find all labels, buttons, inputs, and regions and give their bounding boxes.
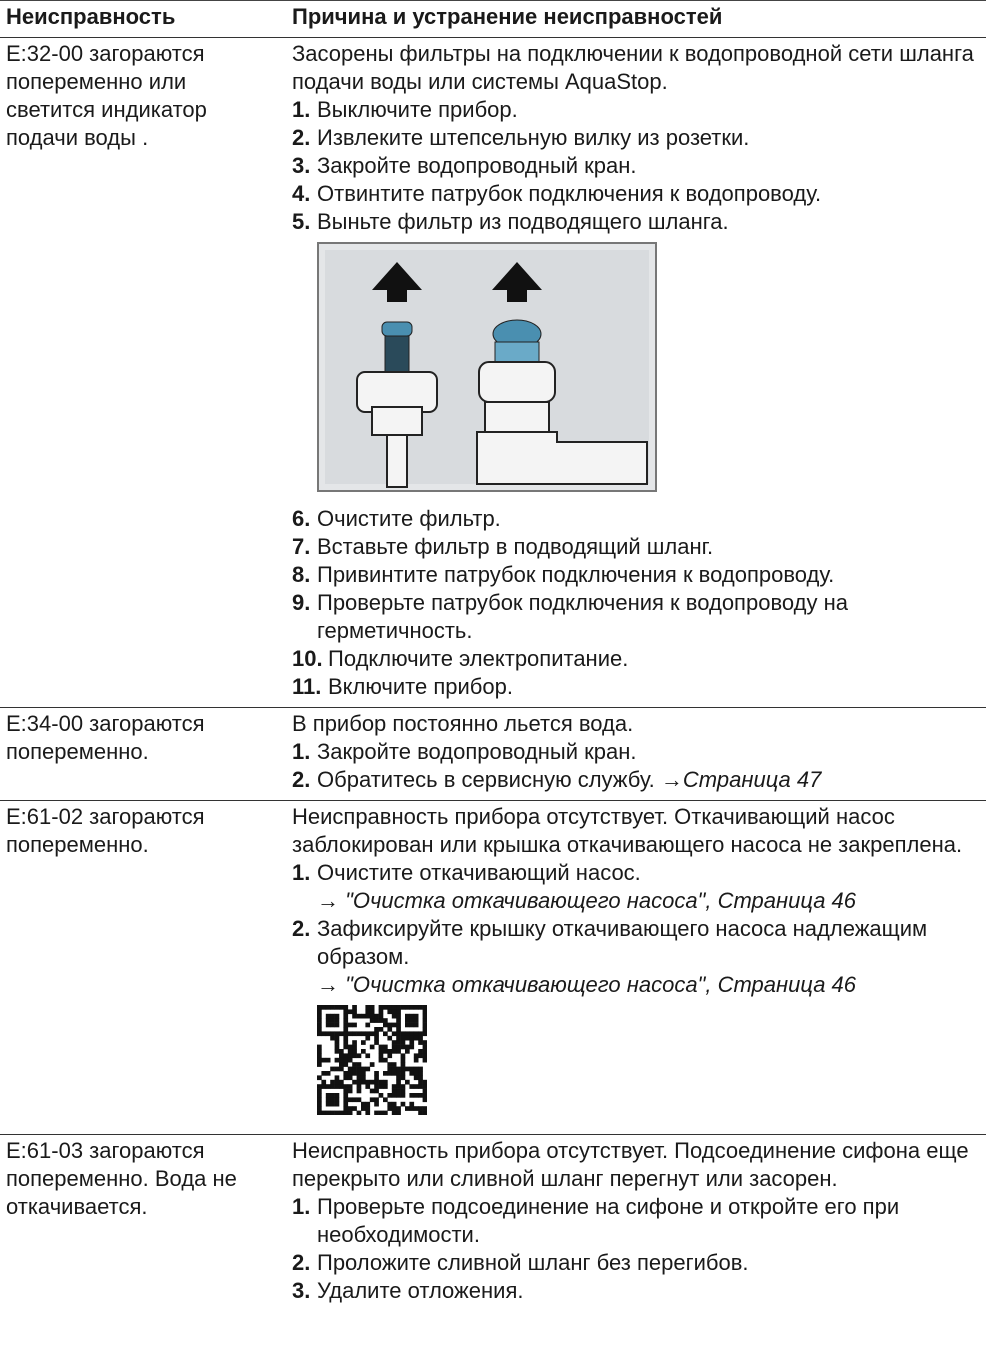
step-text: Привинтите патрубок подключения к водопр… — [317, 562, 835, 587]
step: 3. Удалите отложения. — [292, 1277, 974, 1305]
step-text: Обратитесь в сервисную службу. — [317, 767, 655, 792]
cause-intro: В прибор постоянно льется вода. — [292, 711, 634, 736]
step-text: Выньте фильтр из подводящего шланга. — [317, 209, 729, 234]
step-text: Проложите сливной шланг без перегибов. — [317, 1250, 749, 1275]
step-number: 1. — [292, 1194, 311, 1219]
step-number: 1. — [292, 97, 311, 122]
step-text: Проверьте патрубок подключения к водопро… — [317, 590, 848, 643]
cause-intro: Неисправность прибора отсутствует. Подсо… — [292, 1138, 969, 1191]
step-text: Закройте водопроводный кран. — [317, 739, 637, 764]
step-text: Очистите откачивающий насос. — [317, 859, 641, 887]
page-link: →Страница 47 — [660, 767, 822, 792]
cause-cell: Неисправность прибора отсутствует. Подсо… — [284, 1135, 974, 1311]
step: 11. Включите прибор. — [292, 673, 974, 701]
header-cell: Причина и устранение неисправностей — [292, 4, 723, 29]
step-text: Извлеките штепсельную вилку из розетки. — [317, 124, 749, 152]
step-text: Зафиксируйте крышку откачивающего насоса… — [317, 916, 928, 969]
step-number: 1. — [292, 739, 311, 764]
step-text: Закройте водопроводный кран. — [317, 153, 637, 178]
step-text: Закройте водопроводный кран. — [317, 152, 636, 180]
step: 1. Очистите откачивающий насос. — [292, 859, 974, 887]
step-text: Проверьте подсоединение на сифоне и откр… — [317, 1194, 900, 1247]
step-text: Проверьте патрубок подключения к водопро… — [317, 589, 974, 645]
step-text: Проверьте подсоединение на сифоне и откр… — [317, 1193, 974, 1249]
step: 3. Закройте водопроводный кран. — [292, 152, 974, 180]
table-header: Неисправность Причина и устранение неисп… — [0, 0, 986, 37]
cause-cell: Засорены фильтры на подключении к водопр… — [284, 38, 974, 707]
step: 4. Отвинтите патрубок подключения к водоп… — [292, 180, 974, 208]
cause-intro: Засорены фильтры на подключении к водопр… — [292, 41, 974, 94]
step-number: 11. — [292, 674, 322, 699]
step-number: 2. — [292, 916, 311, 941]
step-text: Удалите отложения. — [317, 1278, 524, 1303]
step-text: Отвинтите патрубок подключения к водопро… — [317, 180, 821, 208]
step: 1. Проверьте подсоединение на сифоне и от… — [292, 1193, 974, 1249]
step-text: Обратитесь в сервисную службу. →Страница… — [317, 766, 821, 794]
fault-cell: E:61-03 загораются попеременно. Вода не … — [6, 1138, 237, 1219]
step-number: 3. — [292, 153, 311, 178]
step-number: 7. — [292, 534, 311, 559]
step: 2. Извлеките штепсельную вилку из розетки… — [292, 124, 974, 152]
step: 2. Проложите сливной шланг без перегибов. — [292, 1249, 974, 1277]
table-row: E:61-03 загораются попеременно. Вода не … — [0, 1134, 986, 1311]
fault-cell: E:34-00 загораются попеременно. — [6, 711, 205, 764]
step-text: Проложите сливной шланг без перегибов. — [317, 1249, 749, 1277]
step: 1. Выключите прибор. — [292, 96, 974, 124]
step-text: Подключите электропитание. — [328, 646, 629, 671]
step-number: 2. — [292, 767, 311, 792]
step: 10. Подключите электропитание. — [292, 645, 974, 673]
qr-code-image — [317, 1005, 428, 1116]
page-link: → "Очистка откачивающего насоса", Страни… — [317, 972, 857, 997]
step-number: 5. — [292, 209, 311, 234]
step-text: Зафиксируйте крышку откачивающего насоса… — [317, 915, 974, 971]
step-text: Отвинтите патрубок подключения к водопро… — [317, 181, 822, 206]
header-cell: Неисправность — [6, 4, 176, 29]
cause-cell: Неисправность прибора отсутствует. Откач… — [284, 801, 974, 1134]
step-text: Вставьте фильтр в подводящий шланг. — [317, 534, 714, 559]
step-number: 1. — [292, 860, 311, 885]
table-row: E:34-00 загораются попеременно. В прибор … — [0, 707, 986, 800]
step: 7. Вставьте фильтр в подводящий шланг. — [292, 533, 974, 561]
fault-cell: E:32-00 загораются попеременно или свети… — [6, 41, 207, 150]
step-text: Удалите отложения. — [317, 1277, 523, 1305]
cause-cell: В прибор постоянно льется вода. 1. Закройт… — [284, 708, 974, 800]
step: 6. Очистите фильтр. — [292, 505, 974, 533]
step: 5. Выньте фильтр из подводящего шланга. — [292, 208, 974, 236]
step-number: 3. — [292, 1278, 311, 1303]
step: 8. Привинтите патрубок подключения к водо… — [292, 561, 974, 589]
step-text: Включите прибор. — [328, 673, 513, 701]
step: 1. Закройте водопроводный кран. — [292, 738, 974, 766]
table-row: E:32-00 загораются попеременно или свети… — [0, 37, 986, 707]
step-text: Привинтите патрубок подключения к водопр… — [317, 561, 834, 589]
step-text: Очистите откачивающий насос. — [317, 860, 641, 885]
step-number: 10. — [292, 646, 323, 671]
step: 2. Обратитесь в сервисную службу. →Страни… — [292, 766, 974, 794]
step-text: Очистите фильтр. — [317, 506, 501, 531]
fault-cell: E:61-02 загораются попеременно. — [6, 804, 205, 857]
step: 2. Зафиксируйте крышку откачивающего насо… — [292, 915, 974, 971]
step-number: 2. — [292, 1250, 311, 1275]
table-row: E:61-02 загораются попеременно. Неисправн… — [0, 800, 986, 1134]
step-text: Включите прибор. — [328, 674, 513, 699]
step-text: Подключите электропитание. — [328, 645, 628, 673]
filter-illustration — [317, 242, 657, 492]
page-link: → "Очистка откачивающего насоса", Страни… — [317, 888, 857, 913]
step-number: 6. — [292, 506, 311, 531]
step: 9. Проверьте патрубок подключения к водоп… — [292, 589, 974, 645]
step-number: 9. — [292, 590, 311, 615]
step-text: Закройте водопроводный кран. — [317, 738, 636, 766]
step-text: Вставьте фильтр в подводящий шланг. — [317, 533, 713, 561]
step-text: Выключите прибор. — [317, 97, 518, 122]
figure — [317, 242, 974, 499]
cause-intro: Неисправность прибора отсутствует. Откач… — [292, 804, 963, 857]
qr-code — [317, 1005, 974, 1122]
step-number: 2. — [292, 125, 311, 150]
step-text: Выключите прибор. — [317, 96, 518, 124]
step-text: Извлеките штепсельную вилку из розетки. — [317, 125, 750, 150]
step-number: 8. — [292, 562, 311, 587]
step-number: 4. — [292, 181, 311, 206]
step-text: Выньте фильтр из подводящего шланга. — [317, 208, 729, 236]
step-text: Очистите фильтр. — [317, 505, 501, 533]
